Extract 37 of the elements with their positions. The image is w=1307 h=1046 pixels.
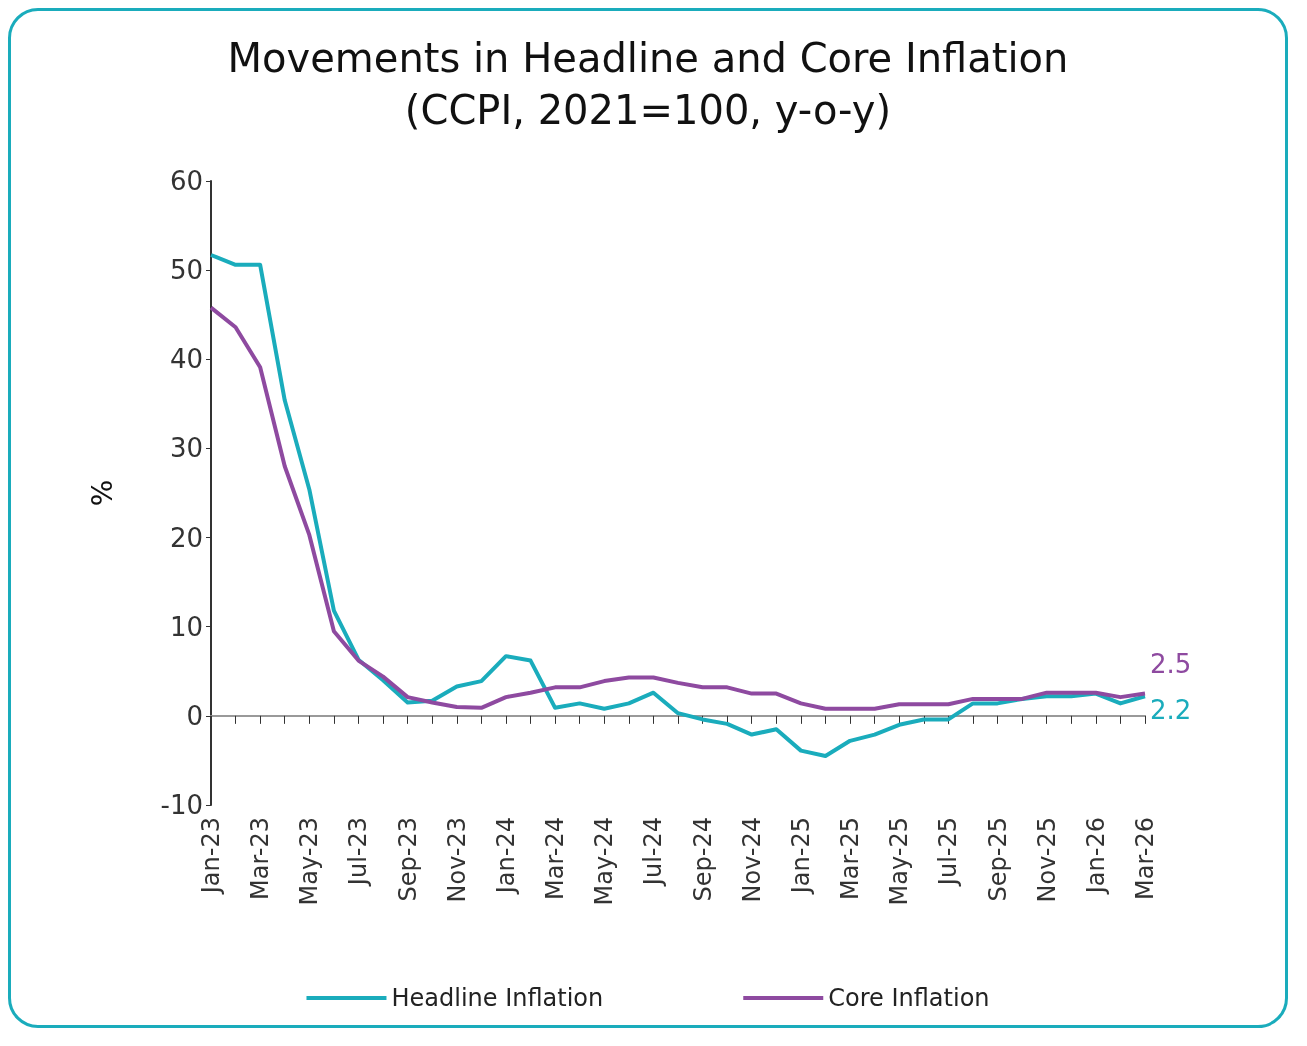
legend-label: Headline Inflation xyxy=(391,984,604,1012)
x-tick-label: Jan-23 xyxy=(197,817,225,896)
chart-title: Movements in Headline and Core Inflation xyxy=(227,35,1069,81)
x-tick-label: Nov-25 xyxy=(1032,817,1061,903)
y-tick-label: 10 xyxy=(169,611,203,642)
chart-subtitle: (CCPI, 2021=100, y-o-y) xyxy=(404,87,892,133)
x-tick-label: Nov-23 xyxy=(442,817,471,903)
x-tick-label: Sep-24 xyxy=(688,817,717,902)
y-tick-label: 60 xyxy=(169,166,203,196)
y-axis-title: % xyxy=(85,479,119,507)
data-label: 2.2 xyxy=(1150,695,1192,726)
y-tick-label: 20 xyxy=(169,522,203,553)
y-tick-label: 30 xyxy=(169,433,203,464)
x-tick-label: Jan-24 xyxy=(491,817,520,896)
line-series xyxy=(209,305,1147,711)
x-tick-label: Jul-23 xyxy=(344,817,373,888)
legend-label: Core Inflation xyxy=(828,984,990,1012)
x-tick-label: Nov-24 xyxy=(737,817,766,903)
y-tick-label: 40 xyxy=(169,344,203,375)
y-tick-label: 0 xyxy=(186,700,203,731)
x-tick-label: Mar-25 xyxy=(836,817,865,900)
y-tick-label: 50 xyxy=(169,255,203,286)
x-tick-label: Jan-26 xyxy=(1081,817,1110,896)
x-tick-label: Sep-25 xyxy=(983,817,1012,902)
x-tick-label: May-25 xyxy=(885,817,914,906)
x-tick-label: Jul-25 xyxy=(934,817,963,888)
x-tick-label: Mar-23 xyxy=(246,817,275,900)
x-tick-label: Sep-23 xyxy=(393,817,422,902)
line-series xyxy=(209,252,1147,758)
y-tick-label: -10 xyxy=(160,790,203,820)
x-tick-label: Jul-24 xyxy=(639,817,668,888)
x-tick-label: Mar-26 xyxy=(1131,817,1159,900)
x-tick-label: May-24 xyxy=(590,817,619,906)
x-tick-label: May-23 xyxy=(295,817,324,906)
x-tick-label: Mar-24 xyxy=(541,817,570,900)
data-label: 2.5 xyxy=(1150,648,1192,679)
x-tick-label: Jan-25 xyxy=(786,817,815,896)
